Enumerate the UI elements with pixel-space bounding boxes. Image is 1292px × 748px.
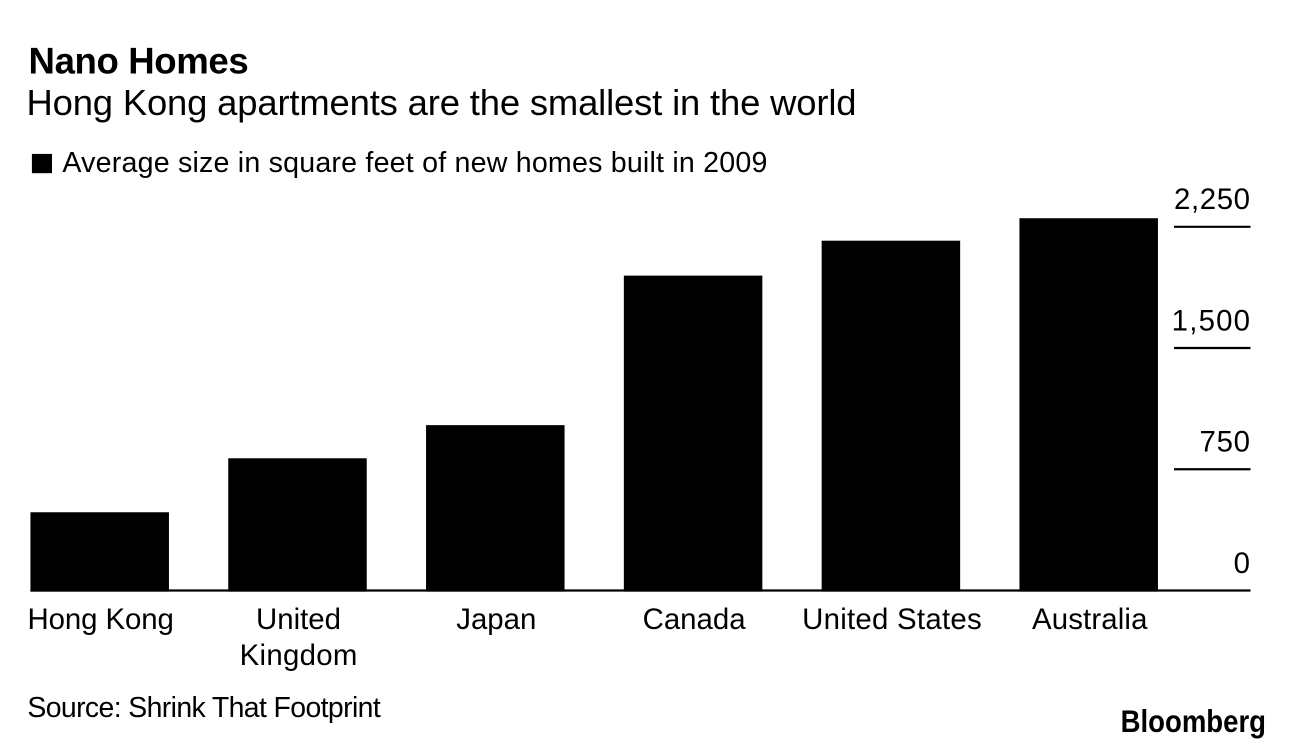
legend: Average size in square feet of new homes… bbox=[31, 147, 767, 179]
bar-united-states bbox=[821, 240, 961, 592]
legend-swatch bbox=[31, 153, 52, 174]
y-tick-label: 2,250 bbox=[1174, 183, 1250, 216]
bar-hong-kong bbox=[30, 512, 169, 592]
x-category-label: Hong Kong bbox=[28, 603, 174, 636]
bar-canada bbox=[623, 275, 763, 592]
y-tick-label: 0 bbox=[1234, 547, 1250, 580]
y-tick-label: 750 bbox=[1200, 426, 1250, 459]
x-category-label: Kingdom bbox=[240, 639, 358, 672]
x-category-label: Japan bbox=[456, 603, 536, 636]
chart-title: Nano Homes bbox=[29, 40, 249, 81]
x-category-label: United bbox=[256, 603, 341, 636]
legend-label: Average size in square feet of new homes… bbox=[62, 147, 767, 179]
bloomberg-logo: Bloomberg bbox=[1121, 703, 1266, 739]
bar-united-kingdom bbox=[228, 458, 367, 592]
bars-group bbox=[30, 218, 1158, 592]
chart-subtitle: Hong Kong apartments are the smallest in… bbox=[27, 82, 857, 123]
x-category-label: Canada bbox=[643, 603, 747, 636]
x-category-label: Australia bbox=[1032, 603, 1148, 636]
y-axis: 0 750 1,500 2,250 bbox=[1172, 183, 1251, 580]
source-note: Source: Shrink That Footprint bbox=[27, 692, 380, 724]
x-category-label: United States bbox=[802, 603, 982, 636]
bar-australia bbox=[1019, 218, 1158, 592]
y-tick-label: 1,500 bbox=[1172, 304, 1250, 337]
bar-japan bbox=[426, 425, 565, 592]
